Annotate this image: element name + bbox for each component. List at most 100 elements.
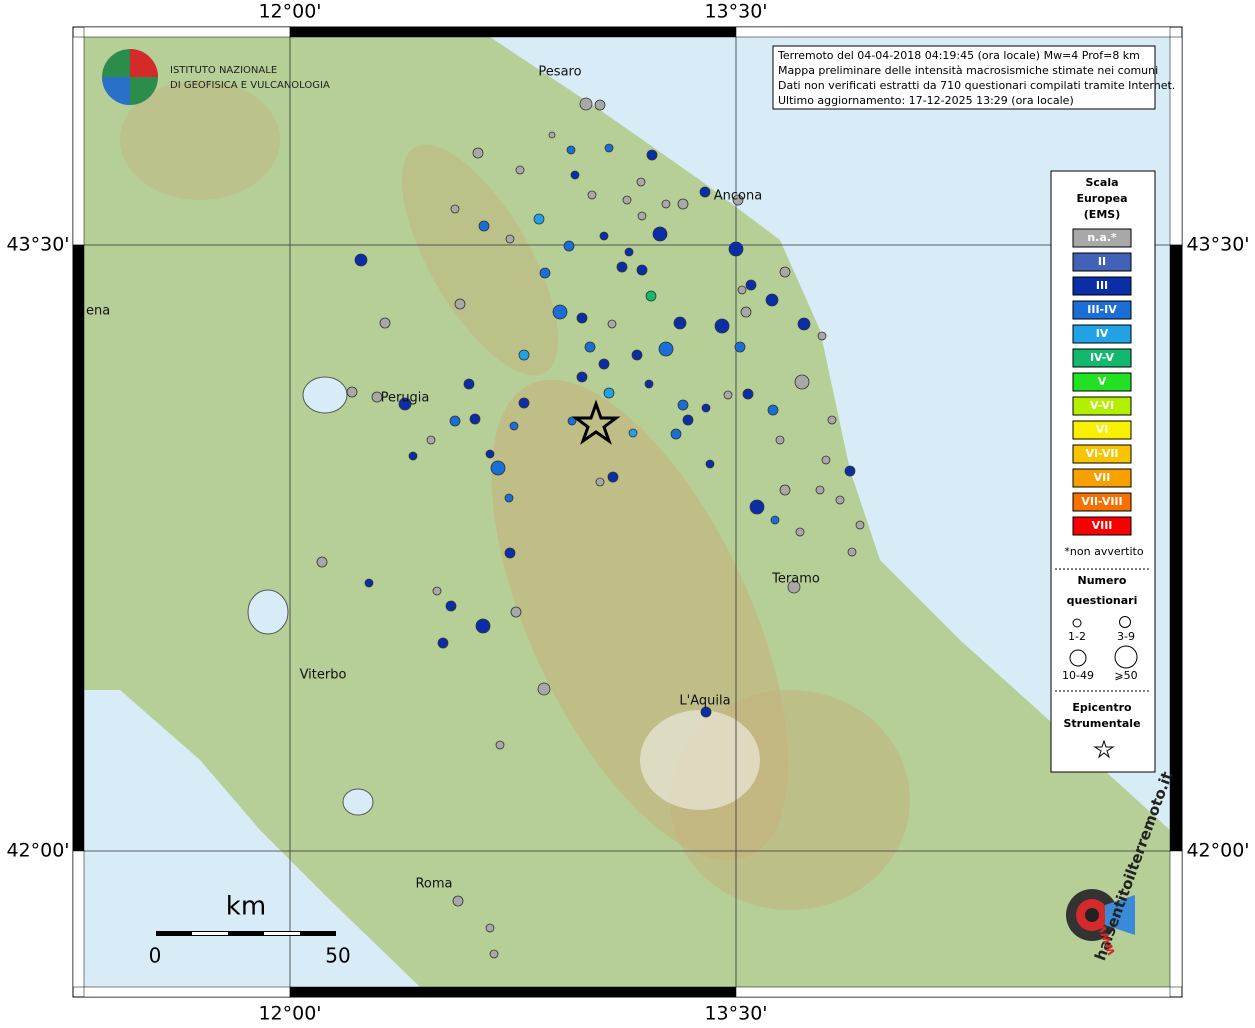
town-marker: [599, 231, 609, 241]
town-marker: [485, 449, 495, 459]
town-marker: [379, 317, 391, 329]
place: Perugia: [381, 391, 430, 406]
town-marker: [745, 279, 757, 291]
town-marker: [855, 520, 865, 530]
size-label: 10-49: [1062, 669, 1094, 682]
town-marker: [539, 267, 551, 279]
legend-label: VI: [1096, 423, 1109, 436]
legend-title: (EMS): [1084, 208, 1120, 221]
town-marker: [714, 318, 730, 334]
header-line: Dati non verificati estratti da 710 ques…: [778, 79, 1175, 92]
legend-title: questionari: [1067, 594, 1138, 607]
logo: ISTITUTO NAZIONALE DI GEOFISICA E VULCAN…: [102, 49, 330, 105]
town-marker: [701, 403, 711, 413]
logo-text: ISTITUTO NAZIONALE: [170, 65, 277, 76]
town-marker: [670, 428, 682, 440]
town-marker: [437, 637, 449, 649]
frame: [72, 26, 1183, 998]
border-segment: [1169, 850, 1183, 988]
town-marker: [645, 290, 657, 302]
town-marker: [794, 374, 810, 390]
scale-unit: km: [226, 892, 266, 922]
epicenter: [571, 399, 621, 445]
town-marker: [371, 391, 383, 403]
town-marker: [844, 465, 856, 477]
town-marker: [472, 147, 484, 159]
town-marker: [426, 435, 436, 445]
legend-label: IV: [1096, 327, 1109, 340]
legend-title: Epicentro: [1072, 701, 1132, 714]
border-segment: [1169, 36, 1183, 246]
town-marker: [475, 618, 491, 634]
town-marker: [636, 177, 646, 187]
place: Ancona: [714, 189, 762, 204]
town-marker: [509, 421, 519, 431]
size-label: 1-2: [1068, 630, 1086, 643]
town-marker: [364, 578, 374, 588]
border-segment: [289, 26, 737, 38]
scale-label: 0: [149, 944, 162, 968]
legend-swatch: [1072, 468, 1132, 488]
town-marker: [584, 341, 596, 353]
town-marker: [518, 397, 530, 409]
town-marker: [742, 388, 754, 400]
scale-bar: km 0 50: [149, 892, 351, 968]
town-marker: [628, 428, 638, 438]
town-marker: [518, 349, 530, 361]
border-segment: [735, 26, 1171, 38]
legend-swatch: [1072, 420, 1132, 440]
town-marker: [677, 198, 689, 210]
lat-label: 43°30': [1186, 234, 1249, 256]
header-box: [772, 45, 1156, 110]
town-marker: [770, 515, 780, 525]
border-segment: [72, 850, 85, 988]
legend-label: V-VI: [1090, 399, 1114, 412]
legend-swatch: [1072, 324, 1132, 344]
town-marker: [504, 493, 514, 503]
town-marker: [775, 435, 785, 445]
town-marker: [489, 949, 499, 959]
legend-title: Europea: [1076, 192, 1127, 205]
legend-title: Strumentale: [1063, 717, 1140, 730]
town-marker: [445, 600, 457, 612]
town-marker: [817, 331, 827, 341]
town-marker: [469, 413, 481, 425]
legend-label: V: [1098, 375, 1107, 388]
town-marker: [485, 923, 495, 933]
town-marker: [646, 149, 658, 161]
legend-swatch: [1072, 276, 1132, 296]
town-marker: [450, 204, 460, 214]
border-segment: [72, 244, 85, 852]
place: ena: [86, 304, 110, 319]
town-marker: [354, 253, 368, 267]
town-marker: [598, 358, 610, 370]
town-marker: [705, 459, 715, 469]
header-line: Mappa preliminare delle intensità macros…: [778, 64, 1158, 77]
legend-swatch: [1072, 492, 1132, 512]
place: Roma: [415, 877, 452, 892]
town-marker: [504, 547, 516, 559]
town-marker: [316, 556, 328, 568]
town-marker: [566, 145, 576, 155]
header-line: Ultimo aggiornamento: 17-12-2025 13:29 (…: [778, 94, 1074, 107]
town-marker: [737, 285, 747, 295]
town-marker: [637, 211, 647, 221]
legend: Scala Europea (EMS) *non avvertito Numer…: [1050, 170, 1156, 773]
border-segment: [289, 986, 737, 998]
town-marker: [749, 499, 765, 515]
legend-title: Numero: [1078, 574, 1127, 587]
legend-label: VII-VIII: [1081, 495, 1122, 508]
town-marker: [567, 416, 577, 426]
town-marker: [815, 485, 825, 495]
legend-title: Scala: [1085, 176, 1118, 189]
town-marker: [594, 99, 606, 111]
border-segment: [83, 26, 291, 38]
legend-swatch: [1072, 300, 1132, 320]
town-marker: [510, 606, 522, 618]
scale-label: 50: [325, 944, 350, 968]
town-marker: [661, 199, 671, 209]
border-segment: [83, 986, 291, 998]
town-marker: [432, 586, 442, 596]
legend-label: n.a.*: [1087, 231, 1117, 244]
legend-note: *non avvertito: [1064, 545, 1143, 558]
